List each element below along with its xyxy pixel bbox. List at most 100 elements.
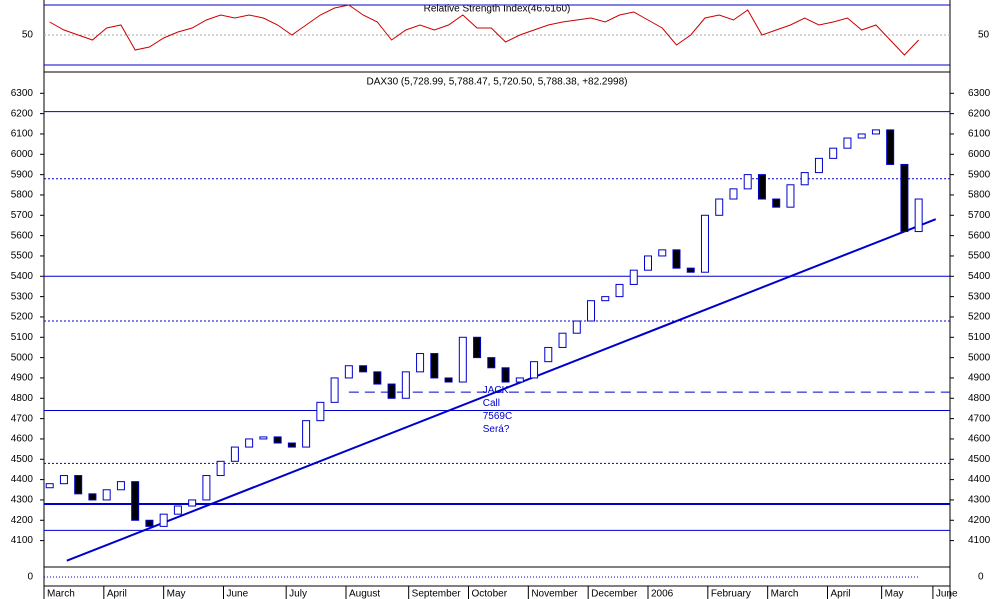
candle — [45, 483, 54, 489]
candle — [202, 475, 211, 501]
x-tick-label: 2006 — [651, 589, 674, 599]
candle — [871, 129, 880, 135]
candle — [401, 371, 410, 399]
candle — [615, 283, 624, 298]
candle — [700, 214, 709, 273]
x-tick-label: June — [226, 589, 248, 599]
y-tick-label: 6200 — [968, 108, 991, 119]
y-tick-label: 4100 — [11, 535, 34, 546]
candle — [601, 296, 610, 302]
x-tick-label: April — [107, 589, 127, 599]
y-tick-label: 4600 — [968, 434, 991, 445]
y-tick-label: 4500 — [11, 454, 34, 465]
y-tick-label: 5500 — [968, 251, 991, 262]
candle — [843, 137, 852, 149]
y-tick-label: 0 — [978, 572, 984, 583]
y-tick-label: 4400 — [11, 474, 34, 485]
y-tick-label: 6000 — [11, 149, 34, 160]
y-tick-label: 6100 — [968, 129, 991, 140]
y-tick-label: 5200 — [11, 312, 34, 323]
candle — [857, 133, 866, 139]
x-tick-label: August — [349, 589, 380, 599]
y-tick-label: 5800 — [11, 190, 34, 201]
y-tick-label: 5400 — [11, 271, 34, 282]
x-tick-label: May — [167, 589, 186, 599]
y-tick-label: 6300 — [11, 88, 34, 99]
candle — [88, 493, 97, 501]
candle — [173, 505, 182, 515]
candle — [373, 371, 382, 385]
x-tick-label: May — [885, 589, 904, 599]
y-tick-label: 6300 — [968, 88, 991, 99]
y-tick-label: 5600 — [968, 230, 991, 241]
candle — [444, 377, 453, 383]
y-tick-label: 5000 — [11, 352, 34, 363]
x-tick-label: March — [47, 589, 75, 599]
y-tick-label: 5900 — [968, 169, 991, 180]
y-tick-label: 5600 — [11, 230, 34, 241]
y-tick-label: 5500 — [11, 251, 34, 262]
candle — [131, 481, 140, 521]
candle — [572, 320, 581, 334]
candle — [515, 377, 524, 383]
annotation: 7569C — [483, 411, 512, 422]
candle — [287, 442, 296, 448]
candle — [686, 267, 695, 273]
y-tick-label: 4300 — [11, 495, 34, 506]
candle — [387, 383, 396, 399]
y-tick-label: 4800 — [968, 393, 991, 404]
y-tick-label: 50 — [22, 30, 34, 41]
candle — [316, 401, 325, 422]
candle — [672, 249, 681, 269]
y-tick-label: 4200 — [11, 515, 34, 526]
y-tick-label: 6100 — [11, 129, 34, 140]
candle — [344, 365, 353, 379]
y-tick-label: 4700 — [968, 413, 991, 424]
y-tick-label: 0 — [27, 572, 33, 583]
candle — [800, 172, 809, 186]
annotation: JACK — [483, 385, 509, 396]
candle — [74, 475, 83, 495]
y-tick-label: 5200 — [968, 312, 991, 323]
candle — [430, 353, 439, 379]
y-tick-label: 4400 — [968, 474, 991, 485]
candle — [629, 269, 638, 285]
annotation: Será? — [483, 424, 510, 435]
candle — [729, 188, 738, 200]
x-tick-label: November — [531, 589, 578, 599]
candle — [757, 174, 766, 200]
candle — [743, 174, 752, 190]
candle — [216, 460, 225, 477]
candle — [900, 163, 909, 233]
y-tick-label: 4200 — [968, 515, 991, 526]
rsi-title: Relative Strength Index(46.6160) — [424, 4, 571, 15]
x-tick-label: October — [472, 589, 508, 599]
y-tick-label: 5700 — [11, 210, 34, 221]
candle — [159, 513, 168, 527]
candle — [188, 499, 197, 507]
candle — [715, 198, 724, 216]
candle — [245, 438, 254, 448]
candle — [145, 519, 154, 527]
candle — [230, 446, 239, 462]
candle — [273, 436, 282, 444]
candle — [530, 361, 539, 379]
y-tick-label: 4700 — [11, 413, 34, 424]
candle — [501, 367, 510, 383]
candle — [330, 377, 339, 403]
y-tick-label: 5100 — [968, 332, 991, 343]
x-tick-label: December — [591, 589, 638, 599]
candle — [786, 184, 795, 208]
trendline — [66, 218, 937, 562]
candle — [487, 357, 496, 369]
candle — [829, 147, 838, 159]
candle — [359, 365, 368, 373]
y-tick-label: 4100 — [968, 535, 991, 546]
candle — [102, 489, 111, 501]
y-tick-label: 5300 — [11, 291, 34, 302]
y-tick-label: 5700 — [968, 210, 991, 221]
y-tick-label: 5300 — [968, 291, 991, 302]
y-tick-label: 5800 — [968, 190, 991, 201]
